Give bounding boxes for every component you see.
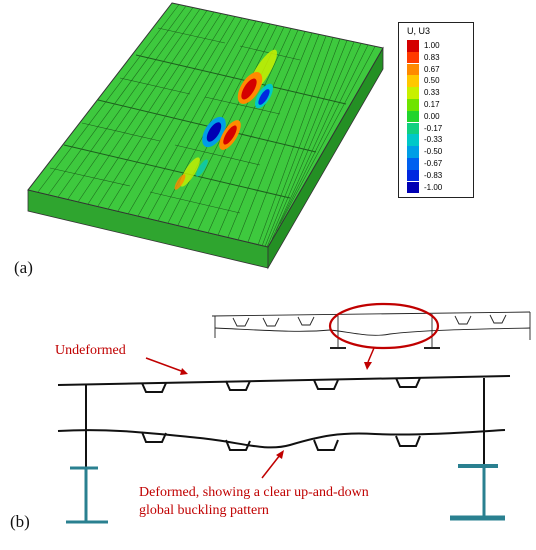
- legend-entry: -0.67: [407, 158, 471, 170]
- legend-value: -0.83: [424, 170, 443, 180]
- legend-value: 0.33: [424, 88, 440, 98]
- color-legend: U, U3 1.00 0.83 0.67 0.50 0.33 0.17 0.00 -0.17 -…: [398, 22, 474, 198]
- legend-swatch: [407, 146, 419, 158]
- legend-swatch: [407, 181, 419, 194]
- zoom-highlight-ellipse: [328, 302, 440, 350]
- legend-entry: -0.83: [407, 169, 471, 182]
- legend-value: 0.83: [424, 52, 440, 62]
- legend-value: -0.50: [424, 147, 443, 157]
- panel-label-a: (a): [14, 258, 33, 277]
- legend-entry: -1.00: [407, 181, 471, 194]
- legend-swatch: [407, 87, 419, 99]
- legend-value: -0.67: [424, 159, 443, 168]
- legend-entry: 0.83: [407, 51, 471, 64]
- annotation-deformed-line2: global buckling pattern: [139, 503, 269, 518]
- overview-cross-section: [211, 311, 531, 349]
- right-pier: [450, 378, 505, 521]
- panel-label-b: (b): [10, 512, 30, 531]
- legend-entry: 0.67: [407, 63, 471, 76]
- legend-swatch: [407, 75, 419, 87]
- legend-entry: -0.50: [407, 146, 471, 158]
- buckling-contours: [174, 49, 278, 190]
- legend-entry: -0.33: [407, 134, 471, 146]
- legend-value: 0.17: [424, 100, 440, 109]
- legend-value: 0.50: [424, 76, 440, 86]
- legend-swatch: [407, 134, 419, 146]
- deformed-arrow-head: [276, 450, 284, 459]
- deformed-deck: [57, 429, 506, 451]
- legend-swatch: [407, 110, 419, 123]
- zoom-arrow: [367, 347, 375, 363]
- legend-swatch: [407, 40, 419, 52]
- legend-value: 1.00: [424, 41, 440, 50]
- legend-entry: 1.00: [407, 40, 471, 52]
- undeformed-arrow: [145, 357, 185, 373]
- legend-swatch: [407, 158, 419, 170]
- legend-value: -0.17: [424, 123, 443, 133]
- undeformed-deck: [57, 375, 511, 393]
- plank-lines: [37, 4, 376, 248]
- legend-entry: 0.33: [407, 87, 471, 99]
- legend-title: U, U3: [407, 26, 431, 36]
- legend-value: 0.67: [424, 64, 440, 74]
- legend-entry: -0.17: [407, 122, 471, 135]
- legend-entry: 0.17: [407, 99, 471, 111]
- legend-entry: 0.00: [407, 110, 471, 123]
- undeformed-arrow-head: [180, 368, 188, 375]
- legend-value: -1.00: [424, 182, 443, 192]
- legend-value: -0.33: [424, 135, 443, 145]
- plate-3d-view: [27, 2, 384, 270]
- legend-swatch: [407, 51, 419, 64]
- staggered-joints: [49, 27, 301, 214]
- annotation-deformed-line1: Deformed, showing a clear up-and-down: [139, 485, 369, 500]
- left-pier: [66, 384, 108, 524]
- legend-swatch: [407, 63, 419, 76]
- legend-value: 0.00: [424, 111, 440, 121]
- legend-entry: 0.50: [407, 75, 471, 87]
- annotation-undeformed: Undeformed: [55, 343, 126, 358]
- deformed-arrow: [261, 454, 281, 479]
- transverse-joints: [63, 54, 347, 199]
- legend-swatch: [407, 122, 419, 135]
- plate-top-face: [27, 2, 384, 248]
- zoom-arrow-head: [364, 362, 372, 370]
- legend-swatch: [407, 169, 419, 182]
- legend-swatch: [407, 99, 419, 111]
